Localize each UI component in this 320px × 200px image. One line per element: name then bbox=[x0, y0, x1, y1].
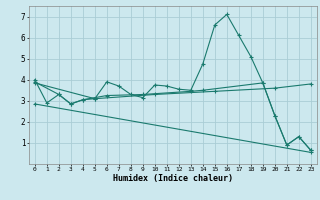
X-axis label: Humidex (Indice chaleur): Humidex (Indice chaleur) bbox=[113, 174, 233, 183]
